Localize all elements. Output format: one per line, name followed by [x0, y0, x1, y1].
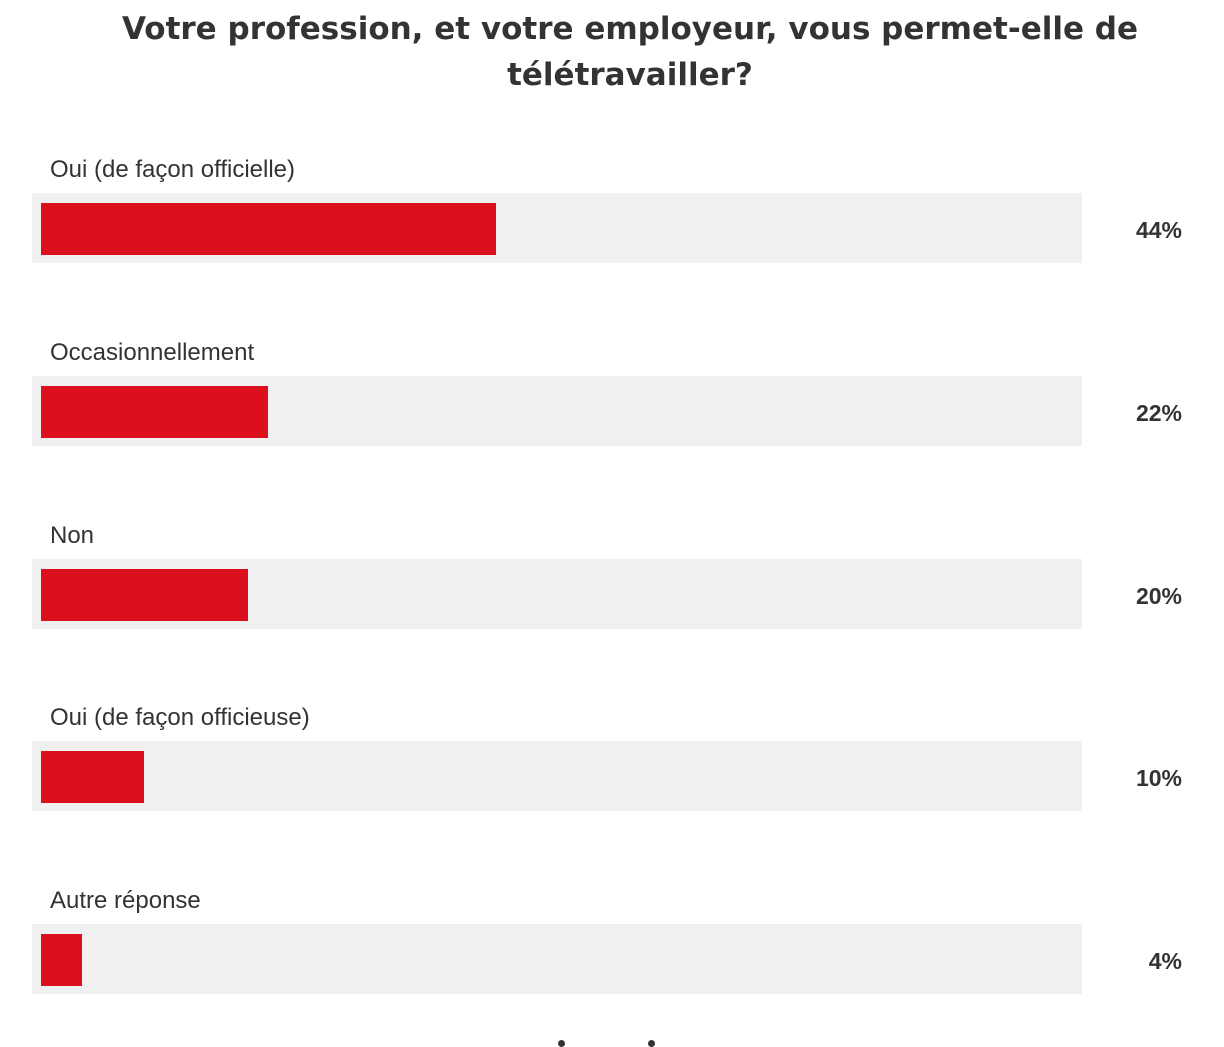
- bar-category-label: Autre réponse: [50, 887, 201, 914]
- bar-value-label: 10%: [1135, 765, 1182, 791]
- bar-track: [32, 559, 1082, 629]
- bar-category-label: Oui (de façon officieuse): [50, 704, 310, 731]
- chart-title: Votre profession, et votre employeur, vo…: [121, 11, 1139, 93]
- footer-dot-icon: [556, 1036, 568, 1047]
- bar: [41, 569, 248, 621]
- bar-row: Autre réponse 4%: [0, 884, 1224, 1016]
- bar-category-label: Occasionnellement: [50, 339, 255, 366]
- bar: [41, 751, 144, 803]
- footer-dot-icon: [646, 1036, 658, 1047]
- bar-value-label: 20%: [1135, 583, 1182, 609]
- bar-row: Oui (de façon officielle) 44%: [0, 153, 1224, 285]
- bar-row: Oui (de façon officieuse) 10%: [0, 701, 1224, 833]
- bar: [41, 386, 268, 438]
- bar-row: Occasionnellement 22%: [0, 336, 1224, 468]
- bar: [41, 203, 496, 255]
- bar-category-label: Non: [50, 522, 95, 549]
- bar-track: [32, 376, 1082, 446]
- bar-track: [32, 924, 1082, 994]
- bar-category-label: Oui (de façon officielle): [50, 156, 296, 183]
- bar-value-label: 22%: [1135, 400, 1182, 426]
- bar: [41, 934, 82, 986]
- bar-track: [32, 193, 1082, 263]
- bar-value-label: 4%: [1148, 948, 1182, 974]
- bar-row: Non 20%: [0, 519, 1224, 651]
- bar-track: [32, 741, 1082, 811]
- bar-value-label: 44%: [1135, 217, 1182, 243]
